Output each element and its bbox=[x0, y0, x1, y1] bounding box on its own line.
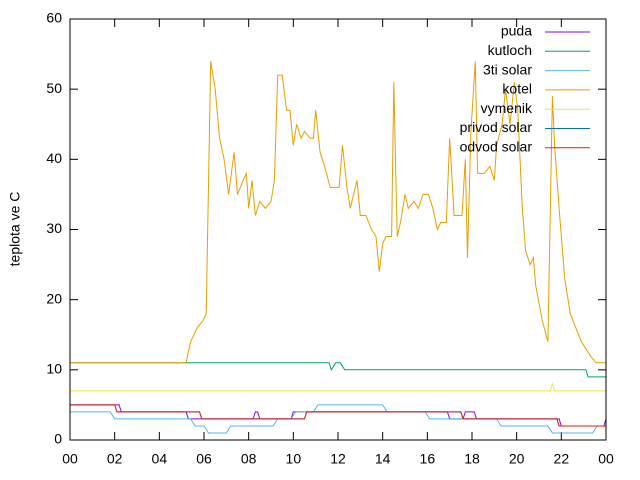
series-line bbox=[70, 404, 606, 427]
y-axis-label: teplota ve C bbox=[7, 192, 23, 267]
series-line bbox=[70, 362, 606, 378]
y-tick-label: 10 bbox=[46, 361, 62, 377]
x-tick-label: 10 bbox=[286, 451, 302, 467]
series-line bbox=[70, 404, 606, 427]
x-tick-label: 00 bbox=[598, 451, 614, 467]
legend-label: kutloch bbox=[488, 42, 532, 58]
y-tick-label: 20 bbox=[46, 290, 62, 306]
legend-label: 3ti solar bbox=[483, 61, 532, 77]
x-tick-label: 00 bbox=[62, 451, 78, 467]
plot-border bbox=[69, 18, 607, 441]
y-tick-label: 60 bbox=[46, 10, 62, 26]
x-tick-label: 22 bbox=[554, 451, 570, 467]
series-line bbox=[70, 61, 606, 364]
x-tick-label: 02 bbox=[107, 451, 123, 467]
legend-label: kotel bbox=[502, 81, 532, 97]
legend-label: privod solar bbox=[460, 119, 533, 135]
series-line bbox=[70, 404, 607, 427]
series-line bbox=[70, 404, 606, 434]
x-tick-label: 04 bbox=[152, 451, 168, 467]
y-tick-label: 30 bbox=[46, 220, 62, 236]
y-tick-label: 50 bbox=[46, 80, 62, 96]
series-line bbox=[70, 382, 606, 392]
x-tick-label: 16 bbox=[420, 451, 436, 467]
x-tick-label: 14 bbox=[375, 451, 391, 467]
x-tick-label: 12 bbox=[330, 451, 346, 467]
y-tick-label: 0 bbox=[54, 431, 62, 447]
legend-label: vymenik bbox=[481, 100, 533, 116]
legend-label: odvod solar bbox=[460, 139, 533, 155]
x-tick-label: 06 bbox=[196, 451, 212, 467]
legend-label: puda bbox=[501, 23, 532, 39]
x-tick-label: 08 bbox=[241, 451, 257, 467]
x-tick-label: 18 bbox=[464, 451, 480, 467]
x-tick-label: 20 bbox=[509, 451, 525, 467]
y-tick-label: 40 bbox=[46, 150, 62, 166]
